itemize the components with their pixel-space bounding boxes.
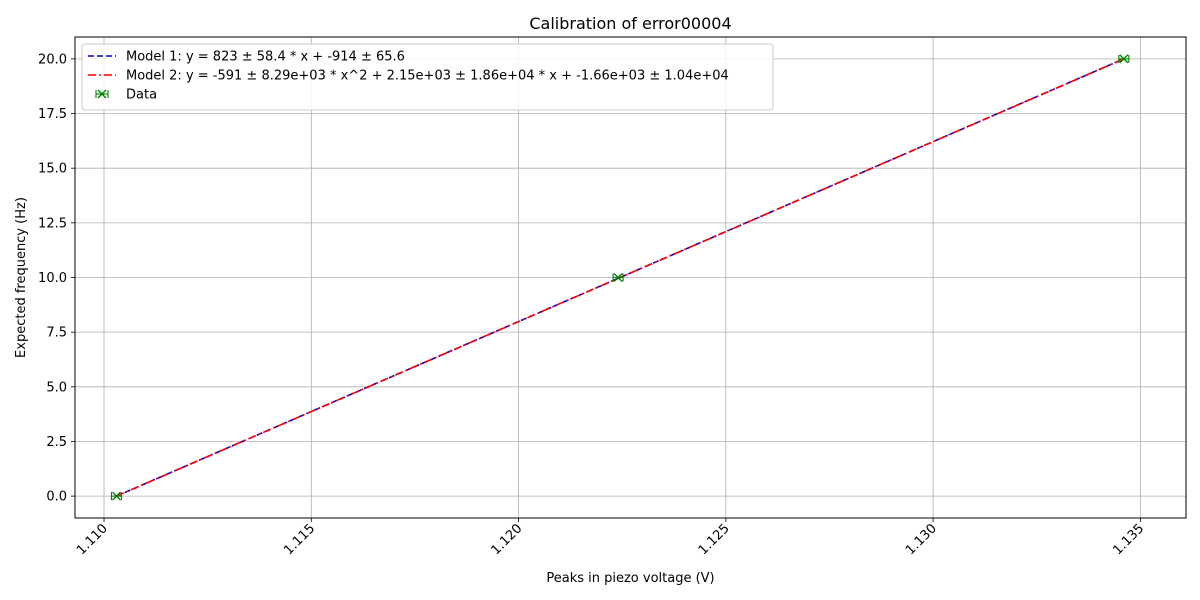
x-axis-label: Peaks in piezo voltage (V) bbox=[546, 571, 714, 586]
y-axis: 0.0 2.5 5.0 7.5 10.0 12.5 15.0 17.5 20.0 bbox=[38, 52, 75, 505]
y-tick-label: 10.0 bbox=[38, 271, 67, 286]
data-point bbox=[612, 273, 624, 282]
legend-entry: Model 1: y = 823 ± 58.4 * x + -914 ± 65.… bbox=[88, 50, 405, 65]
legend: Model 1: y = 823 ± 58.4 * x + -914 ± 65.… bbox=[81, 43, 774, 111]
y-tick-label: 15.0 bbox=[38, 162, 67, 177]
y-tick-label: 5.0 bbox=[46, 380, 67, 395]
data-point bbox=[110, 491, 123, 501]
y-tick-label: 12.5 bbox=[38, 216, 67, 231]
y-tick-label: 20.0 bbox=[38, 52, 67, 67]
y-tick-label: 17.5 bbox=[38, 107, 67, 122]
legend-box bbox=[81, 43, 774, 111]
y-tick-label: 7.5 bbox=[46, 326, 67, 341]
legend-label: Model 2: y = -591 ± 8.29e+03 * x^2 + 2.1… bbox=[126, 69, 729, 84]
legend-label: Data bbox=[126, 88, 157, 103]
y-tick-label: 2.5 bbox=[46, 435, 67, 450]
data-point bbox=[1118, 54, 1130, 64]
chart-title: Calibration of error00004 bbox=[529, 14, 731, 33]
legend-entry: Model 2: y = -591 ± 8.29e+03 * x^2 + 2.1… bbox=[88, 69, 729, 84]
y-axis-label: Expected frequency (Hz) bbox=[14, 197, 29, 358]
legend-swatch bbox=[97, 89, 107, 99]
y-tick-label: 0.0 bbox=[46, 490, 67, 505]
legend-entry: Data bbox=[95, 88, 157, 103]
plot-series bbox=[110, 54, 1130, 501]
legend-label: Model 1: y = 823 ± 58.4 * x + -914 ± 65.… bbox=[126, 50, 405, 65]
